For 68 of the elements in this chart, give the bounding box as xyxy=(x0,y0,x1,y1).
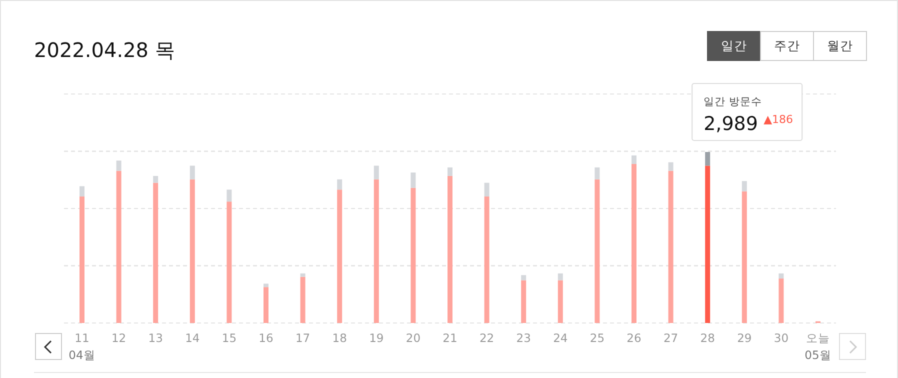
x-tick-label: 27 xyxy=(663,331,678,345)
bar xyxy=(410,188,416,323)
bar xyxy=(116,170,122,323)
text: 일간 xyxy=(721,38,747,53)
x-tick-label: 11 04월 xyxy=(68,331,96,362)
bar xyxy=(778,278,784,323)
bar xyxy=(668,162,674,171)
x-tick-label: 20 xyxy=(406,331,421,345)
text: 일간 방문수 xyxy=(704,96,762,108)
title: 2022.04.28 목 xyxy=(34,38,175,62)
bar xyxy=(264,284,268,288)
x-tick-label: 26 xyxy=(626,331,642,345)
x-tick-label: 16 xyxy=(258,331,274,345)
x-tick-label: 28 xyxy=(700,331,715,345)
text: ▲186 xyxy=(764,113,794,126)
x-tick-label: 17 xyxy=(295,331,310,345)
bar xyxy=(778,273,784,279)
bar xyxy=(80,186,84,196)
x-tick-label: 23 xyxy=(516,331,531,345)
bar xyxy=(632,164,636,323)
bar xyxy=(594,179,600,323)
bar xyxy=(484,182,490,196)
bar xyxy=(742,191,747,323)
bar xyxy=(668,170,674,323)
bar xyxy=(632,155,636,164)
x-tick-label: 오늘 05월 xyxy=(804,331,832,362)
bar xyxy=(594,167,600,180)
text: 주간 xyxy=(774,38,800,53)
bar xyxy=(226,190,232,202)
bar xyxy=(742,181,747,192)
x-tick-label: 22 xyxy=(479,331,494,345)
bar xyxy=(558,273,563,280)
bar xyxy=(484,196,490,323)
bar xyxy=(705,166,710,323)
x-tick-label: 12 xyxy=(111,331,126,345)
x-tick-label: 15 xyxy=(222,331,237,345)
x-tick-label: 18 xyxy=(332,331,347,345)
x-tick-label: 13 xyxy=(148,331,163,345)
bar xyxy=(558,280,563,323)
x-tick-label: 25 xyxy=(590,331,605,345)
bar xyxy=(300,273,306,277)
x-tick-label: 24 xyxy=(553,331,568,345)
x-tick-label: 19 xyxy=(369,331,384,345)
bar xyxy=(300,276,306,323)
bar xyxy=(153,182,158,323)
bar xyxy=(226,202,232,323)
bar xyxy=(705,152,710,166)
text: 월간 xyxy=(827,38,853,53)
bar xyxy=(374,179,379,323)
bar xyxy=(337,190,342,323)
x-tick-label: 29 xyxy=(737,331,752,345)
x-tick-label: 14 xyxy=(185,331,200,345)
bar xyxy=(448,167,452,176)
x-tick-label: 30 xyxy=(774,331,789,345)
bar xyxy=(190,166,195,180)
bar xyxy=(521,280,526,323)
x-tick-label: 21 xyxy=(442,331,458,345)
bar xyxy=(374,166,379,180)
bar xyxy=(337,179,342,190)
text: 2,989 xyxy=(704,113,758,135)
bar xyxy=(448,176,452,323)
bar xyxy=(80,196,84,323)
bar xyxy=(153,176,158,183)
bar xyxy=(190,179,195,323)
bar xyxy=(116,160,122,171)
bar xyxy=(521,275,526,280)
bar xyxy=(410,172,416,188)
bar xyxy=(264,287,268,323)
